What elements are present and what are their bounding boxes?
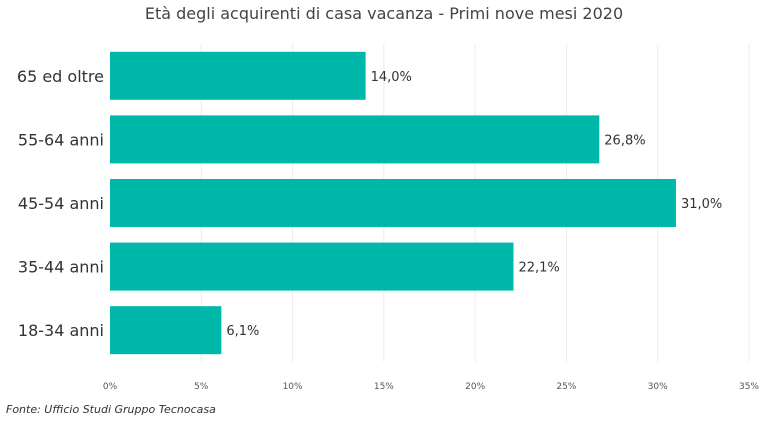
x-tick-label: 20%: [465, 382, 485, 392]
bars: [110, 51, 676, 355]
x-tick-label: 35%: [739, 382, 759, 392]
category-label: 45-54 anni: [18, 194, 104, 213]
x-tick-label: 25%: [556, 382, 576, 392]
data-label: 26,8%: [604, 133, 645, 148]
x-tick-label: 30%: [648, 382, 668, 392]
x-tick-label: 15%: [374, 382, 394, 392]
source-note: Fonte: Ufficio Studi Gruppo Tecnocasa: [6, 403, 216, 416]
x-tick-label: 10%: [283, 382, 303, 392]
bar: [110, 306, 222, 355]
data-label: 22,1%: [518, 261, 559, 276]
x-tick-label: 5%: [194, 382, 209, 392]
category-label: 65 ed oltre: [17, 67, 104, 86]
category-label: 55-64 anni: [18, 130, 104, 149]
category-label: 35-44 anni: [18, 258, 104, 277]
x-tick-label: 0%: [103, 382, 118, 392]
bar: [110, 51, 366, 100]
bar: [110, 115, 600, 164]
bar: [110, 242, 514, 291]
chart-title: Età degli acquirenti di casa vacanza - P…: [144, 4, 624, 23]
data-label: 6,1%: [226, 324, 259, 339]
labels: 0% 5% 10% 15% 20% 25% 30% 35% 65 ed oltre 14,0% 55…: [17, 67, 760, 392]
bar: [110, 179, 676, 227]
data-label: 31,0%: [681, 197, 722, 212]
category-label: 18-34 anni: [18, 321, 104, 340]
data-label: 14,0%: [371, 70, 412, 85]
